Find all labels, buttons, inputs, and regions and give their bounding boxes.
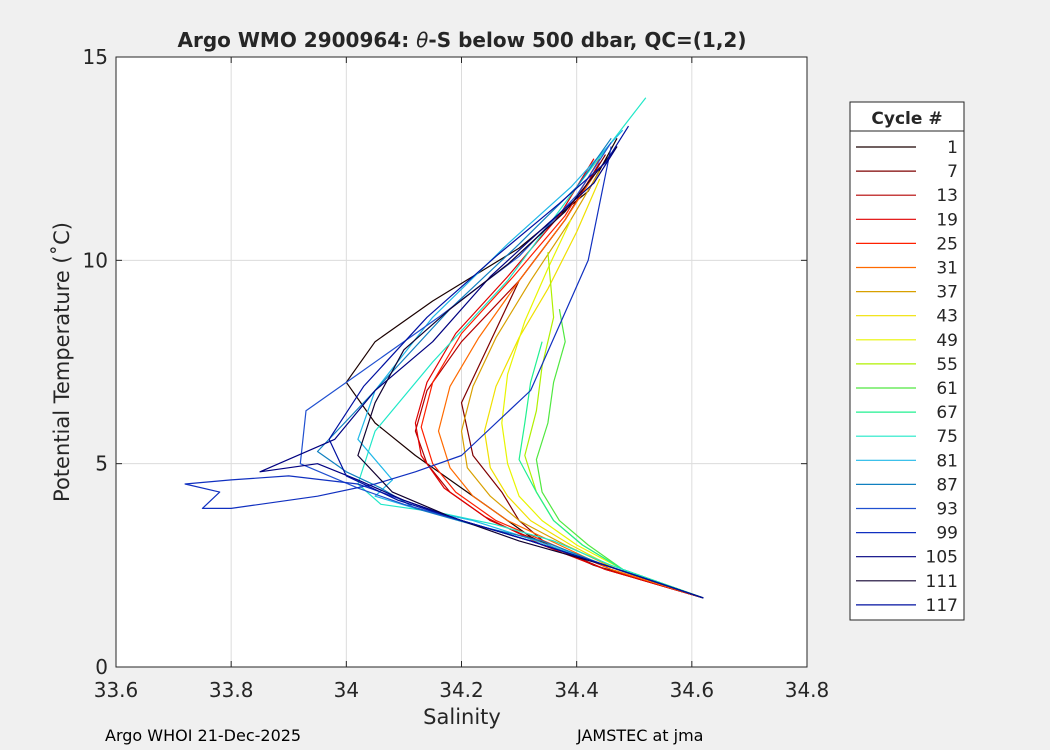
- x-tick-label: 33.6: [94, 678, 139, 702]
- legend-label: 99: [936, 524, 958, 544]
- legend-label: 61: [936, 379, 958, 399]
- y-tick-label: 15: [83, 45, 108, 69]
- series-line-10: [535, 308, 704, 599]
- series-line-3: [414, 158, 704, 599]
- x-tick-label: 34.2: [439, 678, 484, 702]
- series-line-18: [357, 146, 704, 599]
- series-line-5: [437, 166, 704, 599]
- y-tick-label: 10: [83, 248, 108, 272]
- x-tick-label: 34.4: [554, 678, 599, 702]
- x-tick-label: 33.8: [209, 678, 254, 702]
- title-prefix: Argo WMO 2900964:: [178, 28, 417, 52]
- legend-label: 25: [936, 234, 958, 254]
- legend-label: 1: [947, 138, 958, 158]
- legend-label: 67: [936, 403, 958, 423]
- series-lines: [184, 97, 704, 599]
- legend: Cycle # 1 7 13 19 25 31 37 43 49 55 61 67 75 81 87 93 99…: [849, 101, 965, 621]
- x-axis-label: Salinity: [423, 705, 501, 729]
- legend-label: 7: [947, 162, 958, 182]
- y-tick-label: 5: [95, 452, 108, 476]
- footer-left: Argo WHOI 21-Dec-2025: [105, 726, 302, 745]
- legend-label: 93: [936, 500, 958, 520]
- series-line-0: [345, 138, 704, 599]
- footer-right: JAMSTEC at jma: [577, 726, 704, 745]
- y-tick-label: 0: [95, 655, 108, 679]
- x-tick-label: 34.8: [785, 678, 830, 702]
- legend-label: 111: [926, 572, 958, 592]
- series-line-11: [518, 341, 704, 599]
- legend-label: 19: [936, 210, 958, 230]
- chart-title: Argo WMO 2900964: θ-S below 500 dbar, QC…: [178, 28, 747, 52]
- series-line-19: [328, 125, 704, 599]
- title-symbol: θ: [416, 28, 428, 52]
- y-axis-label: Potential Temperature (˚C): [50, 222, 74, 502]
- legend-label: 105: [926, 548, 958, 568]
- legend-label: 37: [936, 283, 958, 303]
- x-tick-label: 34.6: [670, 678, 715, 702]
- legend-label: 87: [936, 475, 958, 495]
- legend-label: 75: [936, 427, 958, 447]
- legend-label: 49: [936, 331, 958, 351]
- legend-label: 81: [936, 451, 958, 471]
- ticks: 33.6 33.8 34 34.2 34.4 34.6 34.8 0 5 10 15: [83, 45, 830, 702]
- legend-label: 55: [936, 355, 958, 375]
- series-line-12: [357, 97, 704, 599]
- legend-title: Cycle #: [871, 109, 942, 129]
- x-tick-label: 34: [334, 678, 359, 702]
- series-line-14: [316, 137, 704, 599]
- legend-label: 31: [936, 259, 958, 279]
- series-line-8: [501, 219, 704, 599]
- series-line-13: [357, 129, 704, 599]
- series-line-7: [483, 178, 704, 599]
- legend-label: 117: [926, 596, 958, 616]
- title-suffix: -S below 500 dbar, QC=(1,2): [428, 28, 746, 52]
- legend-box: [849, 101, 965, 621]
- legend-label: 43: [936, 307, 958, 327]
- legend-entries: 1 7 13 19 25 31 37 43 49 55 61 67 75 81 87 93 99 105 111 11…: [856, 138, 958, 616]
- legend-label: 13: [936, 186, 958, 206]
